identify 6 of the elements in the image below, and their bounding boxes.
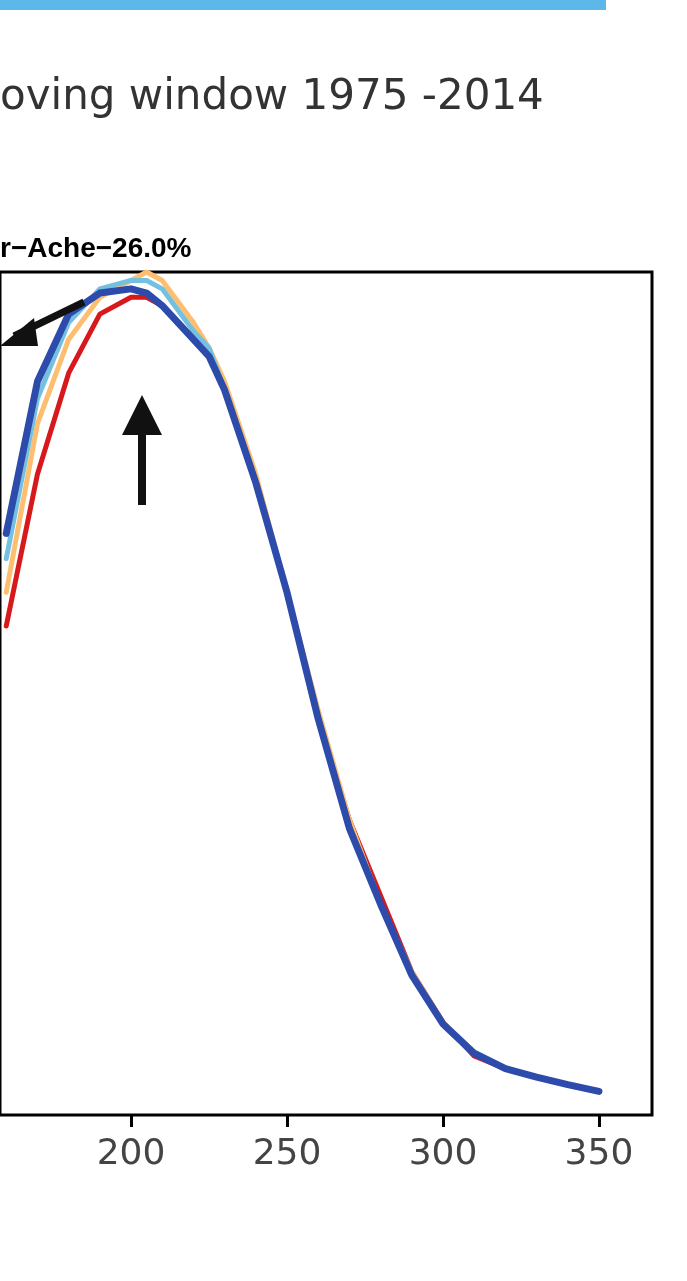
x-tick-label: 200	[96, 1130, 166, 1172]
x-tick-label: 350	[564, 1130, 634, 1172]
chart-title: oving window 1975 -2014	[0, 70, 544, 119]
x-tick-label: 250	[252, 1130, 322, 1172]
x-tick-label: 300	[408, 1130, 478, 1172]
chart-subtitle: r−Ache−26.0%	[0, 232, 192, 264]
